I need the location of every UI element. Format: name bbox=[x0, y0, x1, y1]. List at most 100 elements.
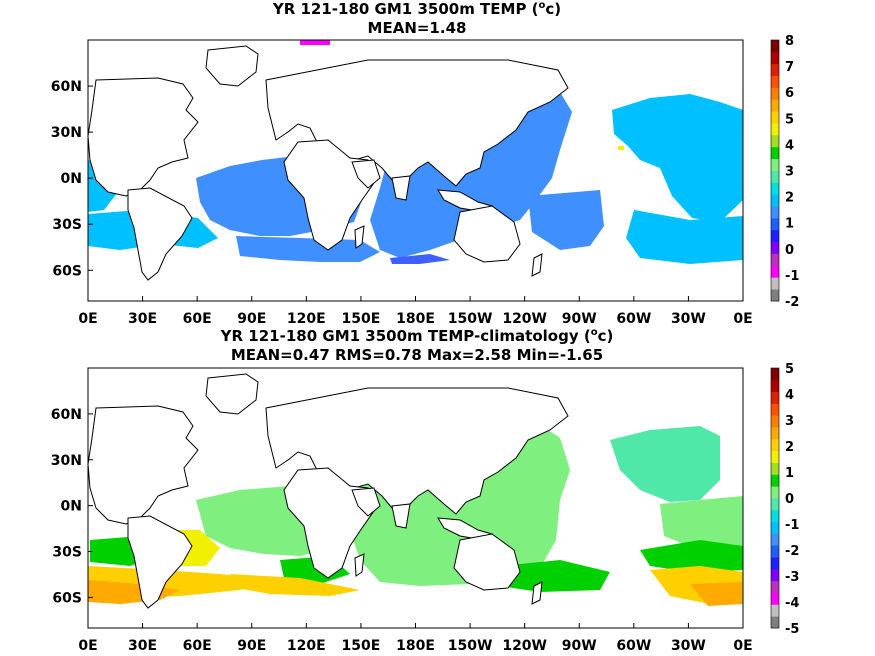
colorbar-label: 7 bbox=[785, 60, 794, 75]
field-caribbean-yellow bbox=[618, 146, 624, 150]
x-tick-label: 90E bbox=[237, 311, 266, 327]
colorbar-label: 2 bbox=[785, 440, 794, 455]
colorbar-swatch bbox=[771, 75, 779, 88]
colorbar-swatch bbox=[771, 580, 779, 593]
y-tick-label: 30S bbox=[52, 545, 82, 561]
colorbar-label: -1 bbox=[785, 269, 799, 284]
x-tick-label: 150W bbox=[448, 638, 493, 654]
colorbar-swatch bbox=[771, 521, 779, 534]
colorbar-swatch bbox=[771, 462, 779, 475]
colorbar-label: 8 bbox=[785, 34, 794, 49]
colorbar-swatch bbox=[771, 99, 779, 112]
map-area bbox=[88, 40, 743, 301]
chart-subtitle: MEAN=1.48 bbox=[368, 19, 467, 37]
y-tick-label: 0N bbox=[61, 171, 82, 187]
x-tick-label: 30E bbox=[128, 638, 157, 654]
colorbar-swatch bbox=[771, 40, 779, 53]
colorbar-label: 0 bbox=[785, 492, 794, 507]
colorbar-swatch bbox=[771, 438, 779, 452]
colorbar-swatch bbox=[771, 509, 779, 523]
colorbar-swatch bbox=[771, 241, 779, 254]
colorbar-swatch bbox=[771, 111, 779, 124]
y-axis: 60N 30N 0N 30S 60S bbox=[51, 79, 93, 279]
colorbar-swatch bbox=[771, 415, 779, 428]
colorbar-label: 3 bbox=[785, 414, 794, 429]
field-southern-ocean-3 bbox=[626, 210, 743, 264]
colorbar-swatch bbox=[771, 545, 779, 558]
colorbar-swatch bbox=[771, 182, 779, 195]
colorbar-label: 1 bbox=[785, 466, 794, 481]
x-tick-label: 120E bbox=[287, 638, 326, 654]
colorbar-frame bbox=[770, 39, 780, 302]
field-pacific-east bbox=[528, 190, 604, 250]
colorbar-swatch bbox=[771, 379, 779, 393]
x-tick-label: 90W bbox=[562, 311, 597, 327]
x-tick-label: 60E bbox=[183, 311, 212, 327]
colorbar-swatch bbox=[771, 123, 779, 136]
colorbar-swatch bbox=[771, 217, 779, 231]
colorbar-swatch bbox=[771, 253, 779, 266]
field-green-belt-3 bbox=[640, 540, 743, 572]
field-antarctic-purple bbox=[390, 254, 450, 264]
colorbar-swatch bbox=[771, 51, 779, 65]
colorbar-label: 5 bbox=[785, 362, 794, 377]
chart-panel-bottom: YR 121-180 GM1 3500m TEMP-climatology (o… bbox=[51, 327, 800, 654]
colorbar-label: 4 bbox=[785, 138, 794, 153]
y-tick-label: 0N bbox=[61, 499, 82, 515]
colorbar-label: -3 bbox=[785, 570, 799, 585]
colorbar-label: -5 bbox=[785, 622, 799, 637]
chart-panel-top: YR 121-180 GM1 3500m TEMP (oc) MEAN=1.48 bbox=[51, 0, 800, 327]
field-southern-ocean-2 bbox=[236, 236, 380, 262]
colorbar-swatch bbox=[771, 427, 779, 440]
colorbar-swatch bbox=[771, 289, 779, 302]
x-tick-label: 120W bbox=[502, 638, 547, 654]
field-atlantic bbox=[612, 94, 743, 222]
chart-title: YR 121-180 GM1 3500m TEMP (oc) bbox=[272, 0, 561, 18]
colorbar-swatch bbox=[771, 498, 779, 511]
colorbar-swatch bbox=[771, 146, 779, 160]
x-tick-label: 0E bbox=[78, 311, 97, 327]
x-tick-label: 150W bbox=[448, 311, 493, 327]
x-tick-label: 90E bbox=[237, 638, 266, 654]
field-yellow-south-2 bbox=[230, 574, 360, 596]
colorbar-swatch bbox=[771, 194, 779, 207]
colorbar-label: 3 bbox=[785, 165, 794, 180]
colorbar-swatch bbox=[771, 87, 779, 100]
x-tick-label: 180E bbox=[396, 311, 435, 327]
colorbar-label: 5 bbox=[785, 112, 794, 127]
colorbar-swatch bbox=[771, 474, 779, 487]
field-green-belt-2 bbox=[500, 560, 610, 592]
colorbar-swatch bbox=[771, 592, 779, 605]
x-tick-label: 90W bbox=[562, 638, 597, 654]
x-tick-label: 0E bbox=[78, 638, 97, 654]
y-tick-label: 60S bbox=[52, 590, 82, 606]
colorbar-swatch bbox=[771, 134, 779, 148]
colorbar-swatch bbox=[771, 206, 779, 219]
colorbar-swatch bbox=[771, 265, 779, 278]
x-axis: 0E 30E 60E 90E 120E 150E 180E 150W 120W 90W 60W 30W… bbox=[78, 296, 753, 327]
colorbar-swatch bbox=[771, 63, 779, 76]
chart-subtitle: MEAN=0.47 RMS=0.78 Max=2.58 Min=-1.65 bbox=[231, 346, 603, 364]
colorbar-label: 1 bbox=[785, 217, 794, 232]
colorbar-label: 2 bbox=[785, 191, 794, 206]
colorbar-swatch bbox=[771, 450, 779, 463]
colorbar-swatch bbox=[771, 568, 779, 582]
x-tick-label: 180E bbox=[396, 638, 435, 654]
x-tick-label: 30W bbox=[671, 638, 706, 654]
y-tick-label: 30N bbox=[51, 453, 82, 469]
colorbar-label: -2 bbox=[785, 544, 799, 559]
colorbar-swatch bbox=[771, 277, 779, 290]
x-tick-label: 120W bbox=[502, 311, 547, 327]
colorbar-label: 4 bbox=[785, 388, 794, 403]
colorbar-label: -4 bbox=[785, 596, 799, 611]
y-tick-label: 30S bbox=[52, 217, 82, 233]
field-atlantic-south bbox=[660, 496, 743, 552]
colorbar-label: 0 bbox=[785, 243, 794, 258]
colorbar-swatch bbox=[771, 616, 779, 629]
colorbar-label: -2 bbox=[785, 295, 799, 310]
colorbar-label: 6 bbox=[785, 86, 794, 101]
x-tick-label: 60W bbox=[616, 638, 651, 654]
map-area bbox=[88, 368, 743, 628]
colorbar-label: -1 bbox=[785, 518, 799, 533]
